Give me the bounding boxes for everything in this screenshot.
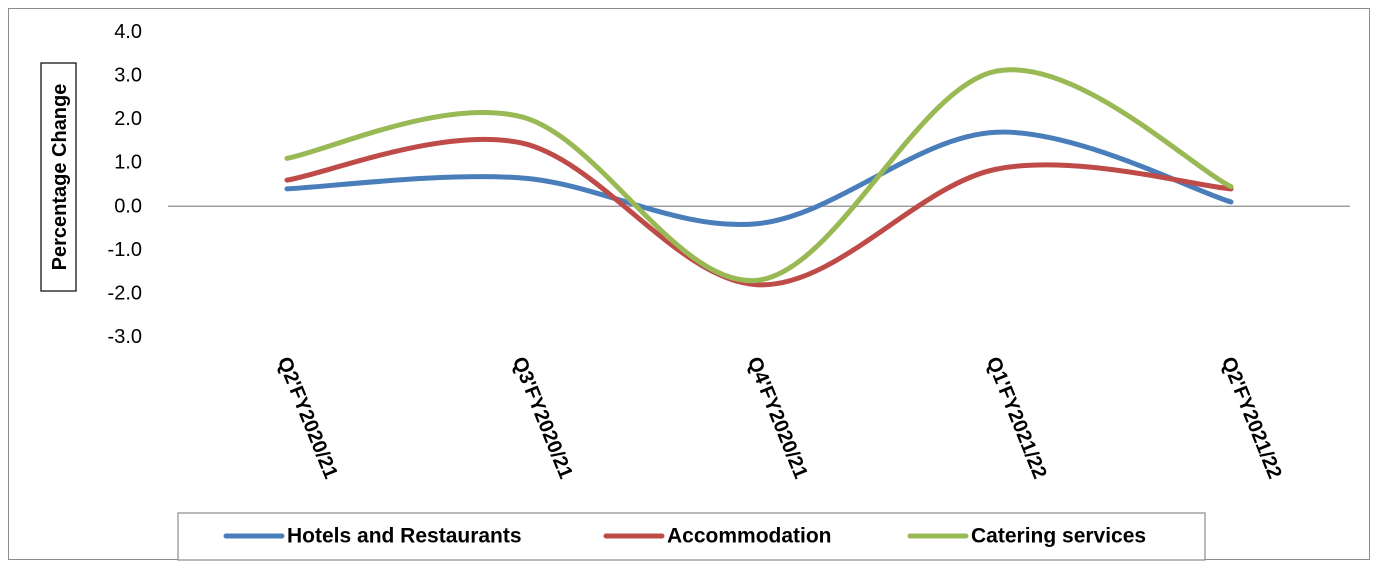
y-tick-label: -1.0 <box>108 239 142 261</box>
x-category-label: Q3'FY2020/21 <box>508 354 577 482</box>
y-axis-title: Percentage Change <box>40 62 77 292</box>
series-lines <box>284 67 1234 288</box>
series-line-hotels-and-restaurants <box>284 129 1234 228</box>
y-axis-label: Percentage Change <box>49 84 71 271</box>
y-tick-label: 1.0 <box>114 152 142 174</box>
x-category-label: Q4'FY2020/21 <box>743 354 812 482</box>
series-line-accommodation <box>284 136 1234 288</box>
x-category-label: Q1'FY2021/22 <box>982 354 1051 482</box>
y-tick-label: 4.0 <box>114 21 142 43</box>
x-category-label: Q2'FY2021/22 <box>1217 354 1286 482</box>
x-category-label: Q2'FY2020/21 <box>273 354 342 482</box>
y-axis-ticks: 4.0 3.0 2.0 1.0 0.0 -1.0 -2.0 -3.0 <box>108 21 142 348</box>
y-tick-label: 0.0 <box>114 195 142 217</box>
y-tick-label: 2.0 <box>114 108 142 130</box>
legend-label: Catering services <box>971 525 1146 548</box>
y-tick-label: -2.0 <box>108 282 142 304</box>
legend-label: Accommodation <box>667 525 832 548</box>
chart-frame <box>8 8 1370 560</box>
x-axis-category-labels: Q2'FY2020/21 Q3'FY2020/21 Q4'FY2020/21 Q1'F… <box>273 354 1286 482</box>
legend-label: Hotels and Restaurants <box>287 525 522 548</box>
legend: Hotels and Restaurants Accommodation Cater… <box>177 512 1206 561</box>
y-tick-label: 3.0 <box>114 65 142 87</box>
series-line-catering-services <box>284 67 1234 283</box>
y-tick-label: -3.0 <box>108 326 142 348</box>
